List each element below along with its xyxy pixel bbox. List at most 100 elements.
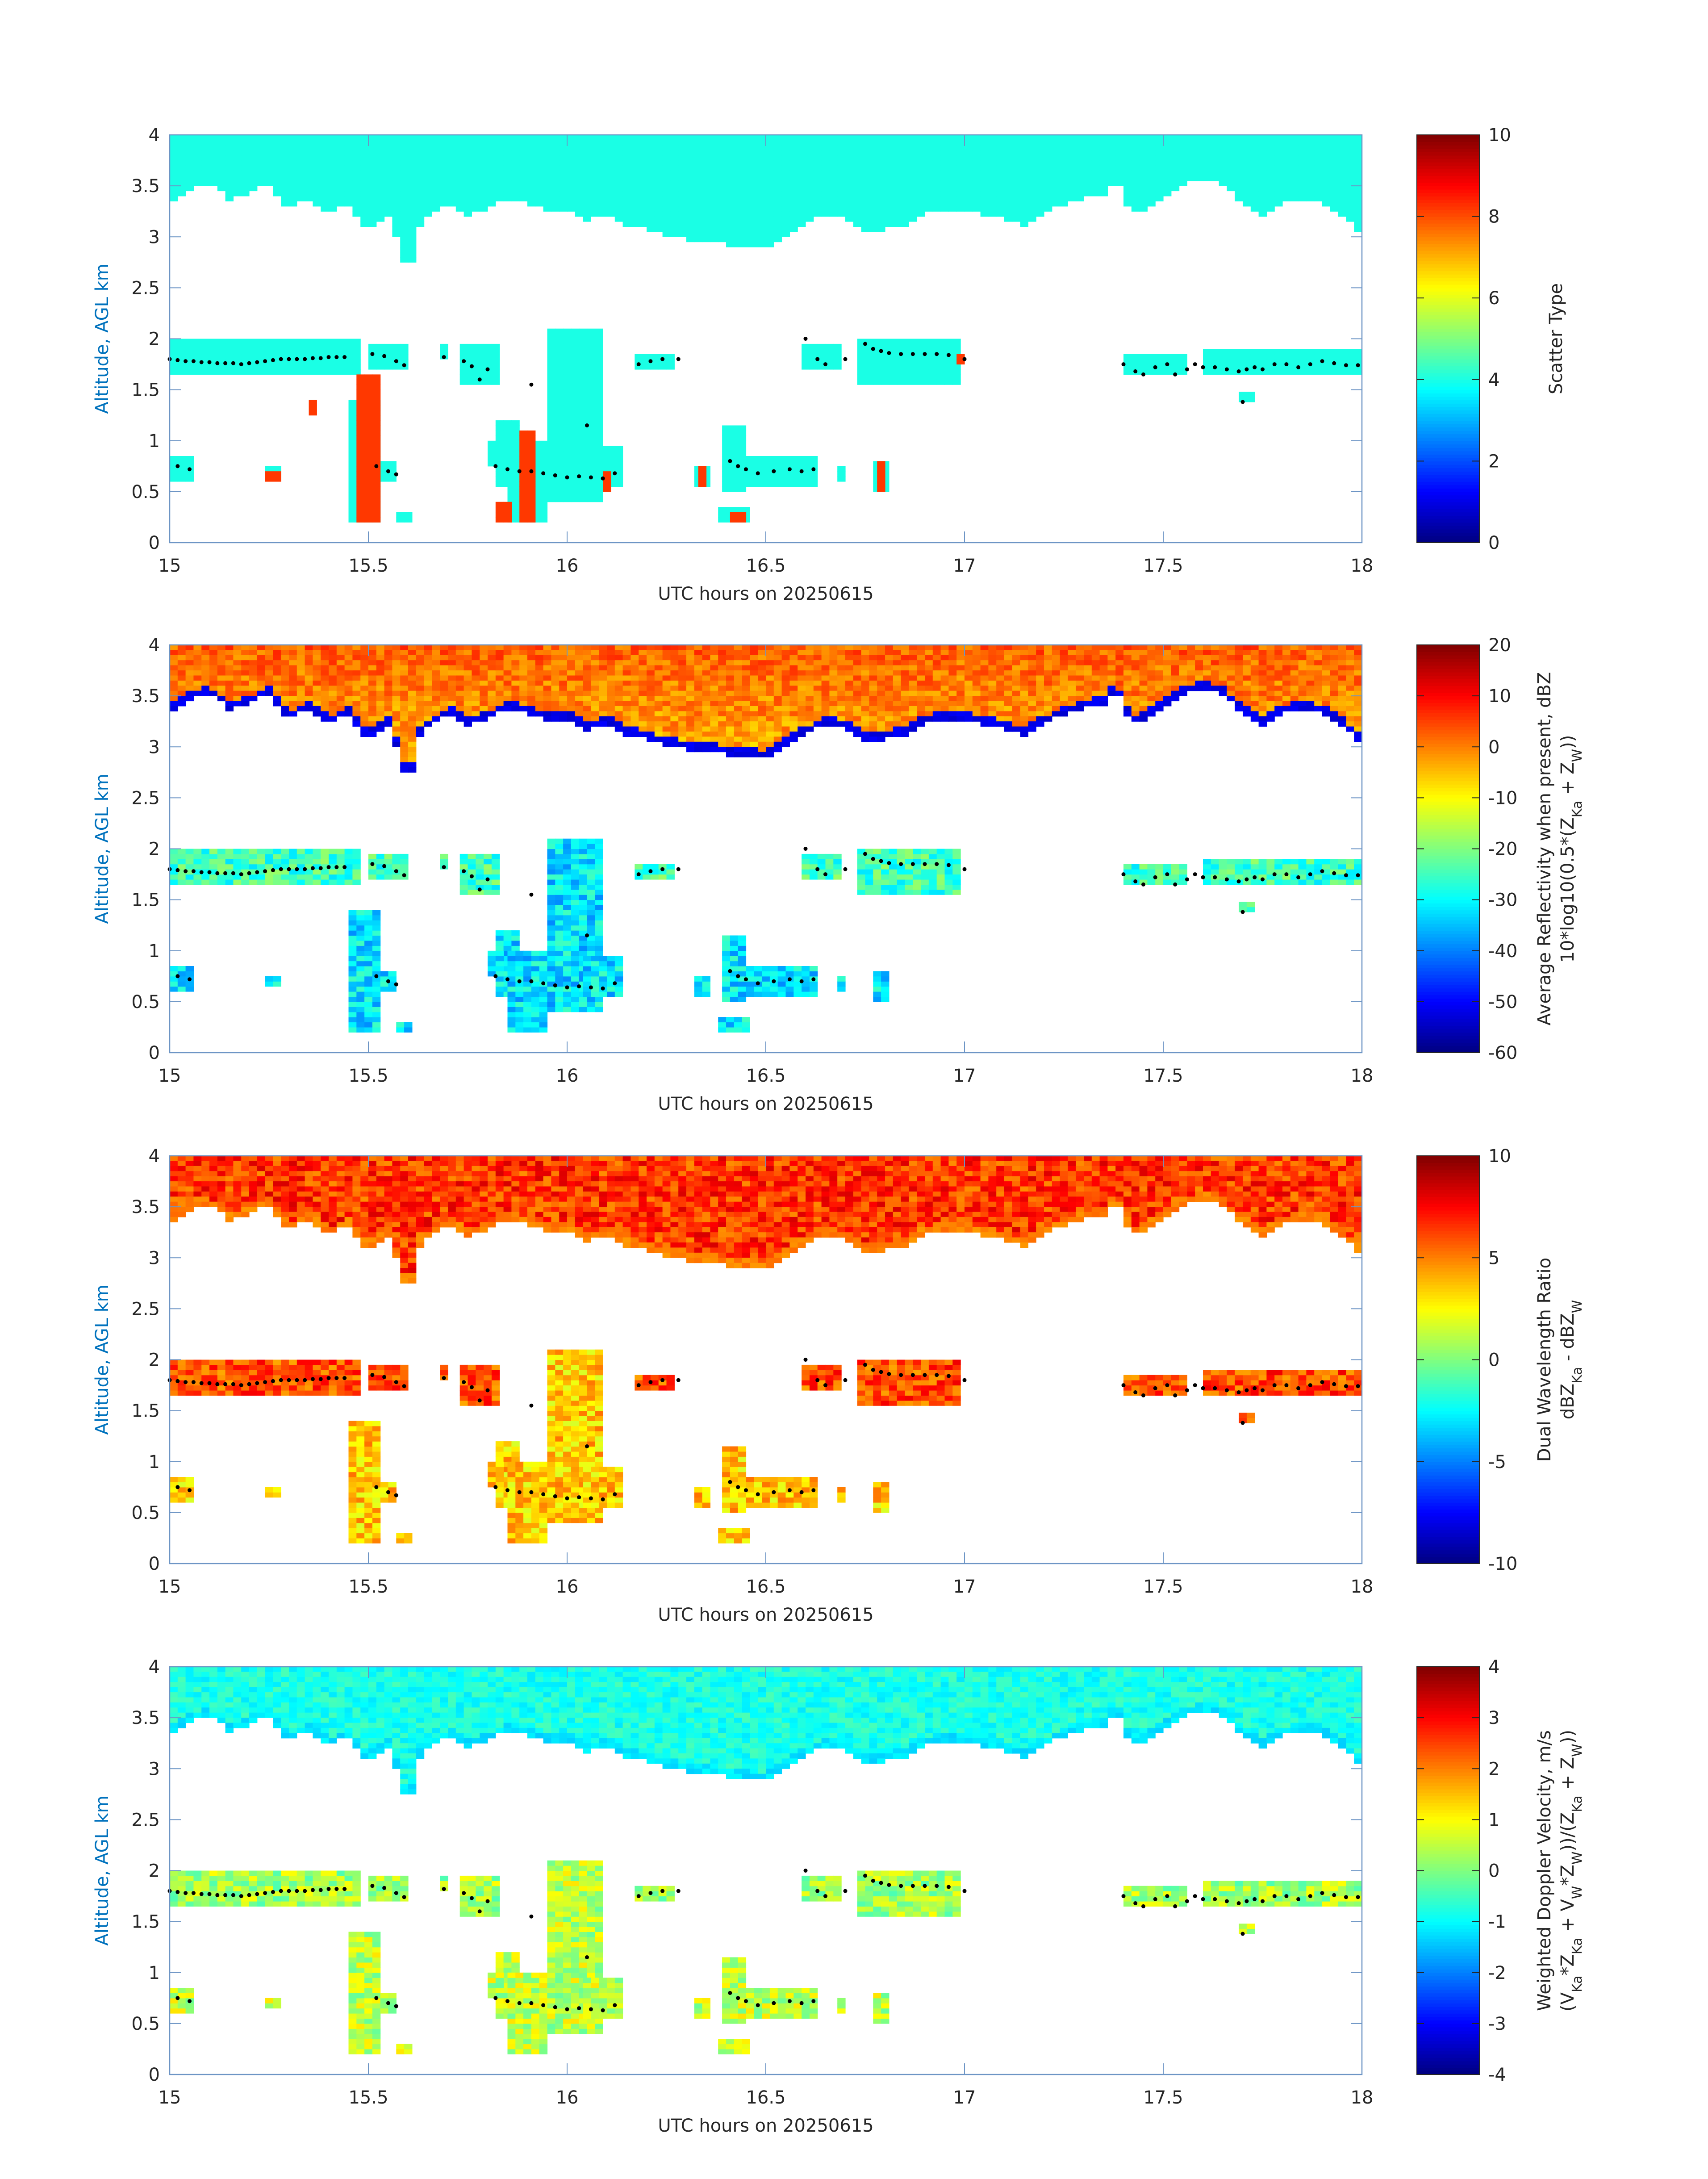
heatmap-cell: [527, 681, 535, 686]
heatmap-cell: [948, 135, 956, 140]
heatmap-cell: [400, 732, 408, 737]
heatmap-cell: [392, 196, 400, 201]
cloud-base-dot: [295, 357, 299, 361]
heatmap-cell: [647, 171, 655, 176]
heatmap-cell: [829, 135, 837, 140]
cloud-base-dot: [271, 358, 275, 362]
heatmap-cell: [667, 354, 675, 360]
heatmap-cell: [1251, 155, 1259, 161]
heatmap-cell: [364, 435, 372, 441]
heatmap-cell: [822, 206, 830, 212]
heatmap-cell: [1092, 191, 1100, 197]
heatmap-cell: [901, 145, 909, 151]
heatmap-cell: [802, 359, 810, 364]
heatmap-cell: [488, 145, 496, 151]
heatmap-cell: [1171, 145, 1179, 151]
heatmap-cell: [440, 191, 448, 197]
heatmap-cell: [551, 655, 559, 661]
heatmap-cell: [408, 721, 416, 727]
heatmap-cell: [623, 211, 631, 217]
heatmap-cell: [170, 176, 178, 181]
heatmap-cell: [392, 140, 400, 145]
heatmap-cell: [1155, 359, 1163, 364]
heatmap-cell: [579, 441, 587, 446]
heatmap-cell: [905, 344, 913, 349]
heatmap-cell: [249, 660, 257, 665]
heatmap-cell: [508, 461, 516, 466]
heatmap-cell: [535, 186, 543, 191]
colorbar-swatch: [1417, 390, 1479, 393]
heatmap-cell: [360, 706, 368, 711]
heatmap-cell: [1052, 186, 1060, 191]
heatmap-cell: [468, 380, 476, 385]
heatmap-cell: [193, 145, 201, 151]
heatmap-cell: [408, 670, 416, 676]
heatmap-cell: [249, 145, 257, 151]
heatmap-cell: [337, 665, 345, 671]
heatmap-cell: [504, 160, 512, 166]
heatmap-cell: [956, 145, 965, 151]
heatmap-cell: [504, 706, 512, 711]
heatmap-cell: [547, 400, 555, 405]
heatmap-cell: [694, 736, 702, 742]
heatmap-cell: [754, 461, 762, 466]
heatmap-cell: [400, 686, 408, 691]
heatmap-cell: [837, 140, 845, 145]
cloud-base-dot: [215, 361, 219, 365]
heatmap-cell: [615, 670, 623, 676]
heatmap-cell: [793, 461, 802, 466]
heatmap-cell: [575, 645, 583, 650]
heatmap-cell: [988, 160, 996, 166]
heatmap-cell: [265, 171, 273, 176]
heatmap-cell: [941, 135, 949, 140]
heatmap-cell: [1187, 171, 1195, 176]
cloud-base-dot: [585, 423, 589, 427]
heatmap-cell: [535, 145, 543, 151]
heatmap-cell: [376, 364, 384, 370]
heatmap-cell: [170, 181, 178, 186]
heatmap-cell: [655, 706, 663, 711]
heatmap-cell: [170, 691, 178, 696]
heatmap-cell: [329, 706, 337, 711]
heatmap-cell: [392, 721, 400, 727]
heatmap-cell: [372, 420, 380, 426]
colorbar-swatch: [1417, 380, 1479, 383]
heatmap-cell: [996, 181, 1004, 186]
heatmap-cell: [349, 435, 357, 441]
heatmap-cell: [1076, 140, 1084, 145]
heatmap-cell: [579, 344, 587, 349]
heatmap-cell: [209, 369, 217, 375]
heatmap-cell: [1028, 166, 1036, 171]
heatmap-cell: [925, 181, 933, 186]
heatmap-cell: [758, 217, 766, 222]
heatmap-cell: [925, 155, 933, 161]
heatmap-cell: [893, 160, 901, 166]
heatmap-cell: [281, 686, 289, 691]
heatmap-cell: [917, 196, 925, 201]
heatmap-cell: [933, 206, 941, 212]
heatmap-cell: [655, 176, 663, 181]
heatmap-cell: [929, 380, 937, 385]
heatmap-cell: [694, 196, 702, 201]
heatmap-cell: [1012, 196, 1020, 201]
heatmap-cell: [631, 211, 639, 217]
heatmap-cell: [1036, 211, 1044, 217]
heatmap-cell: [778, 477, 786, 482]
heatmap-cell: [170, 196, 178, 201]
heatmap-cell: [1219, 135, 1227, 140]
heatmap-cell: [337, 706, 345, 711]
heatmap-cell: [762, 481, 770, 487]
heatmap-cell: [1004, 201, 1012, 206]
heatmap-cell: [710, 166, 718, 171]
heatmap-cell: [655, 155, 663, 161]
heatmap-cell: [432, 711, 440, 716]
heatmap-cell: [647, 211, 655, 217]
heatmap-cell: [384, 150, 393, 155]
heatmap-cell: [424, 660, 432, 665]
cloud-base-dot: [613, 471, 617, 475]
heatmap-cell: [400, 196, 408, 201]
heatmap-cell: [909, 181, 917, 186]
heatmap-cell: [623, 650, 631, 655]
heatmap-cell: [583, 645, 591, 650]
heatmap-cell: [297, 176, 305, 181]
